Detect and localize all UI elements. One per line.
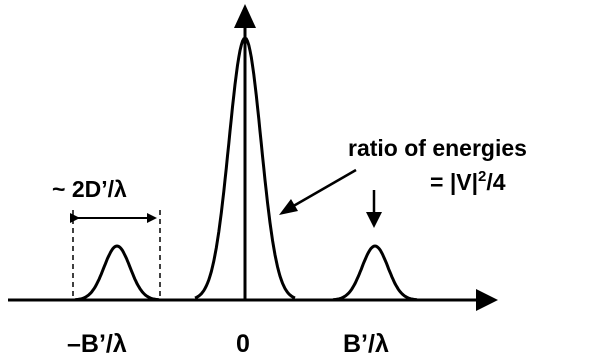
- ratio-label-line2: = |V|2/4: [430, 168, 506, 195]
- right-peak: [332, 244, 418, 302]
- center-tick-label: 0: [236, 330, 250, 358]
- ratio-arrow-to-center-head: [279, 199, 298, 215]
- y-axis-arrowhead: [234, 4, 256, 28]
- ratio-arrow-to-center: [282, 168, 357, 214]
- ratio-arrow-to-right-head: [366, 212, 382, 228]
- right-tick-label: B’/λ: [343, 330, 389, 358]
- width-label: ~ 2D’/λ: [52, 176, 127, 202]
- left-tick-label: –B’/λ: [67, 330, 127, 358]
- ratio-label-line1: ratio of energies: [348, 135, 527, 161]
- x-axis-arrowhead: [476, 289, 498, 311]
- center-peak: [194, 36, 296, 300]
- left-peak: [74, 244, 160, 302]
